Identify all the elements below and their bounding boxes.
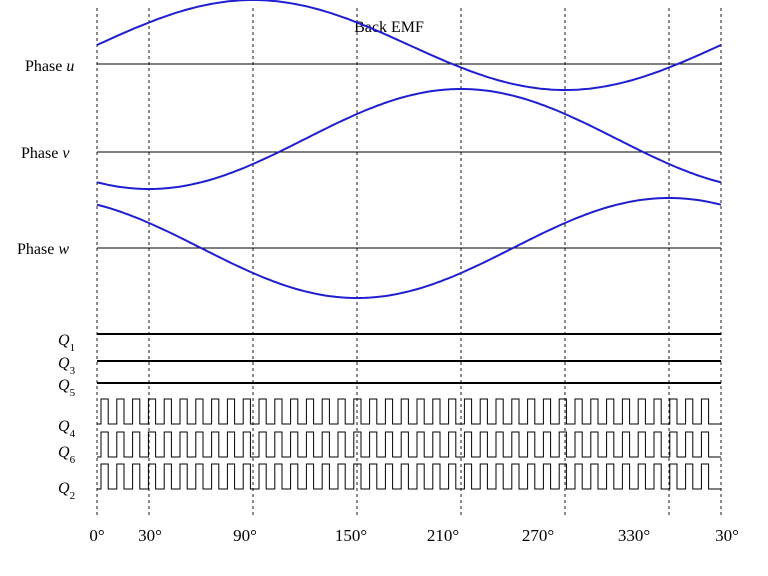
- switch-q2-signal: [97, 463, 721, 490]
- phase-w-waveform: [96, 197, 722, 299]
- tick-label-30: 30°: [138, 526, 162, 545]
- phase-u-waveform: [96, 0, 722, 91]
- phase-v-waveform: [96, 88, 722, 190]
- vertical-gridlines: [96, 8, 722, 515]
- switch-q6-label: Q6: [58, 444, 76, 466]
- tick-label-150: 150°: [335, 526, 367, 545]
- switch-q4-label: Q4: [58, 418, 76, 440]
- tick-label-390: 30°: [715, 526, 739, 545]
- tick-label-0: 0°: [89, 526, 104, 545]
- tick-label-330: 330°: [618, 526, 650, 545]
- phase-w-label: Phase w: [17, 241, 69, 258]
- tick-label-90: 90°: [233, 526, 257, 545]
- tick-label-210: 210°: [427, 526, 459, 545]
- phase-baselines: [97, 63, 721, 249]
- phase-u-label: Phase u: [25, 58, 74, 75]
- switch-q6-signal: [97, 431, 721, 458]
- switch-q2-label: Q2: [58, 480, 75, 502]
- diagram-title: Back EMF: [354, 19, 424, 36]
- tick-label-270: 270°: [522, 526, 554, 545]
- switch-signals: [97, 333, 721, 490]
- switch-q1-label: Q1: [58, 332, 75, 354]
- switch-q5-label: Q5: [58, 377, 76, 399]
- back-emf-waveforms: [96, 0, 722, 299]
- switch-q4-signal: [97, 398, 721, 425]
- phase-v-label: Phase v: [21, 145, 70, 162]
- switch-q3-label: Q3: [58, 355, 76, 377]
